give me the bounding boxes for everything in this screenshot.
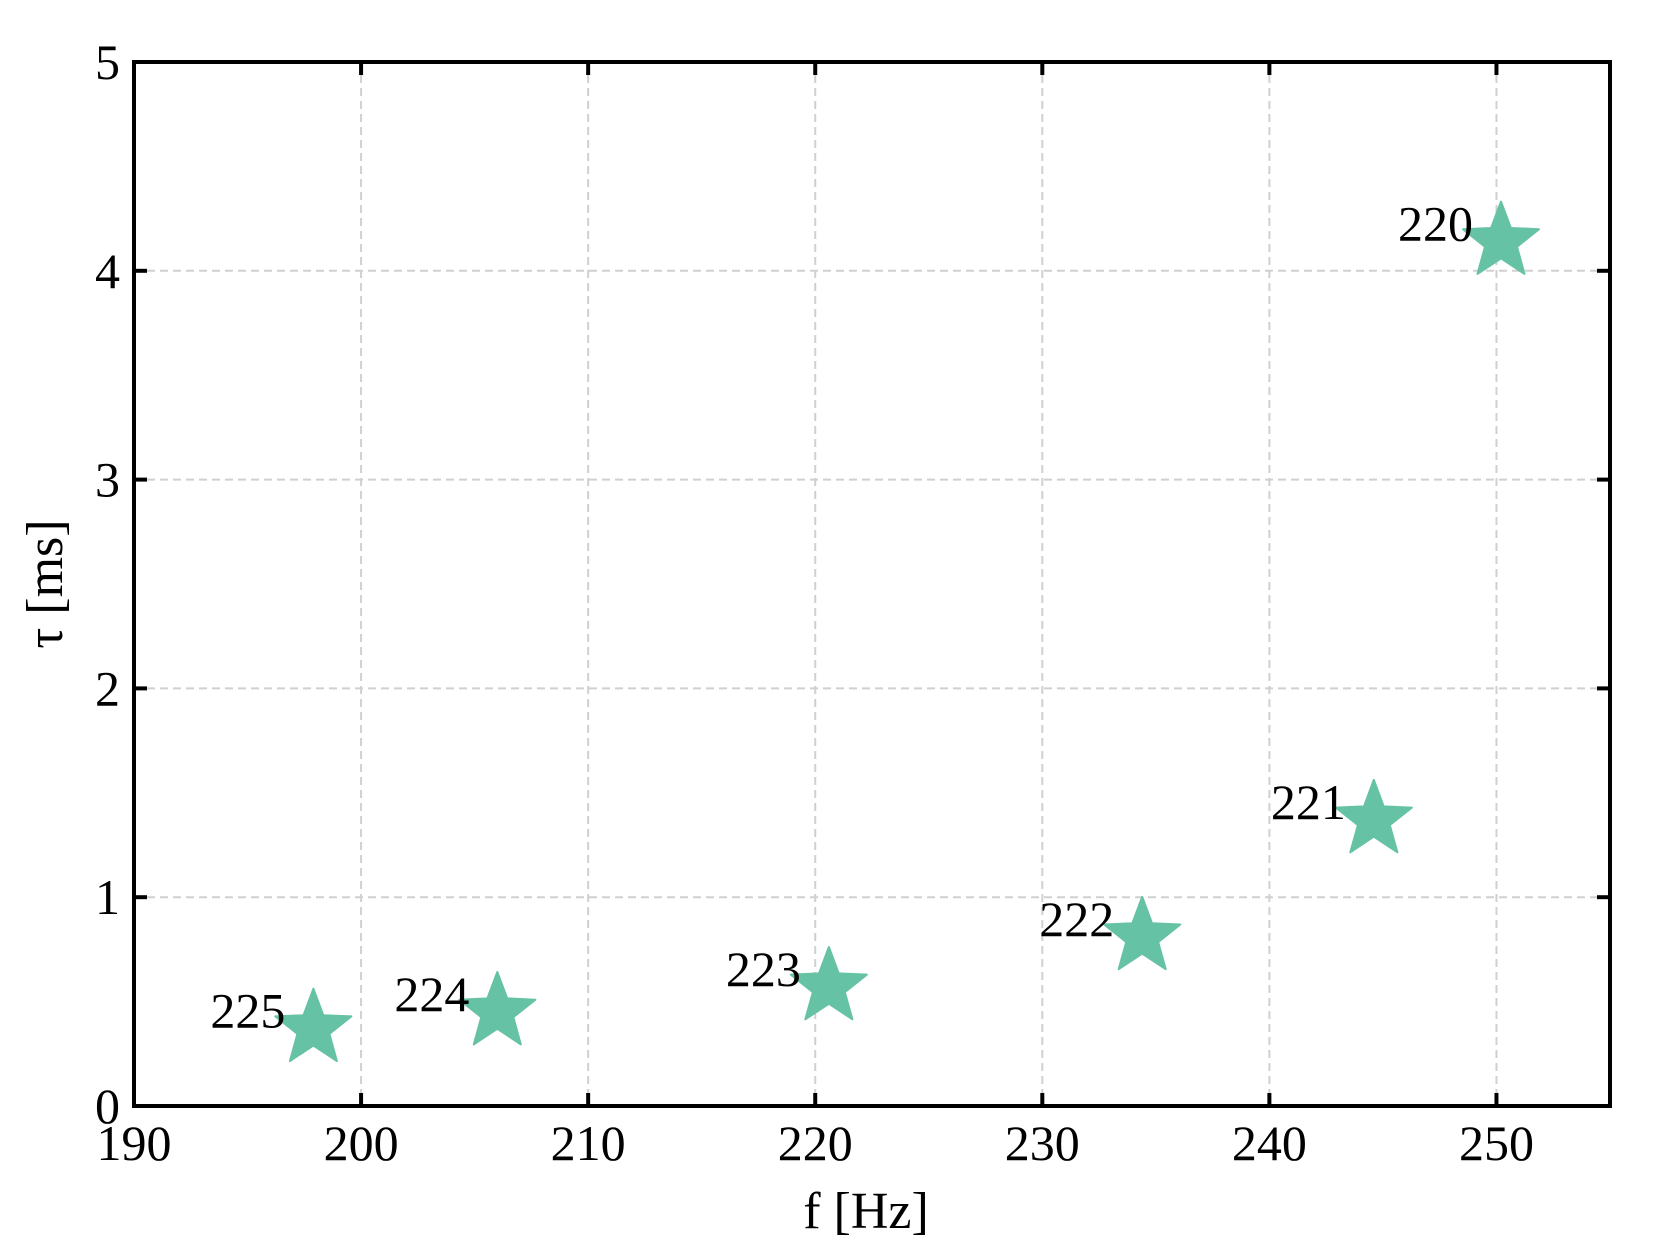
- y-tick-label: 5: [95, 34, 120, 90]
- y-tick-label: 2: [95, 660, 120, 716]
- x-tick-label: 200: [324, 1115, 399, 1171]
- x-tick-label: 190: [97, 1115, 172, 1171]
- x-tick-label: 220: [778, 1115, 853, 1171]
- point-label: 220: [1398, 196, 1473, 252]
- y-tick-label: 1: [95, 869, 120, 925]
- point: [1103, 895, 1182, 971]
- y-axis-label: τ [ms]: [17, 519, 74, 648]
- x-tick-label: 210: [551, 1115, 626, 1171]
- point-label: 224: [394, 966, 469, 1022]
- point: [274, 987, 353, 1063]
- x-tick-label: 230: [1005, 1115, 1080, 1171]
- y-tick-label: 4: [95, 243, 120, 299]
- point-label: 225: [210, 983, 285, 1039]
- point-label: 222: [1039, 891, 1114, 947]
- point-label: 221: [1271, 774, 1346, 830]
- y-tick-label: 0: [95, 1078, 120, 1134]
- x-tick-label: 250: [1459, 1115, 1534, 1171]
- point: [1462, 200, 1540, 275]
- x-axis-label: f [Hz]: [803, 1183, 929, 1240]
- point: [1334, 778, 1413, 854]
- plot-frame: [132, 60, 1612, 1108]
- point: [789, 946, 868, 1021]
- y-tick-label: 3: [95, 452, 120, 508]
- point-label: 223: [726, 941, 801, 997]
- x-tick-label: 240: [1232, 1115, 1307, 1171]
- point: [458, 971, 537, 1046]
